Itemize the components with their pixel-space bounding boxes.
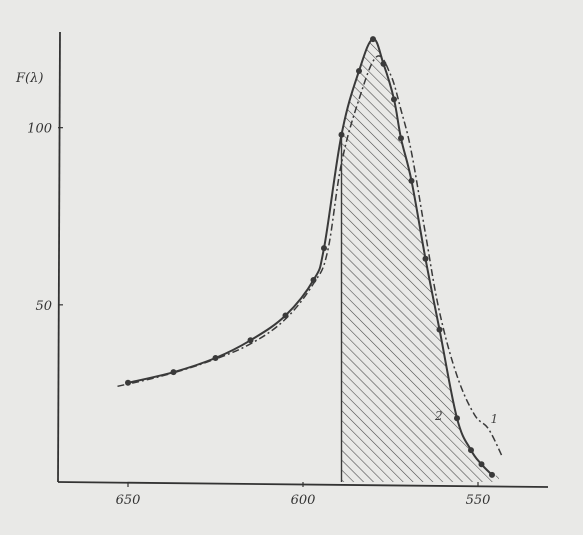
series-2-point [454,415,460,422]
series-lines [117,38,504,476]
x-tick-label: 550 [466,493,491,508]
series-2-point [282,312,289,319]
y-axis-title: F(λ) [15,71,43,86]
series-2-line [127,38,493,476]
y-axis-line [57,31,61,483]
series-2-point [478,461,485,468]
series-2-point [356,67,362,74]
tick-marks [58,127,479,487]
series-2-point [125,379,131,386]
axes [57,31,549,488]
series-2-point [338,131,345,138]
text-labels: F(λ) 650 600 550 50 100 1 2 [15,71,498,508]
series-2-point [398,135,404,142]
series-2-point [380,60,387,67]
series-2-point [422,255,429,262]
y-tick-label: 50 [35,299,52,314]
x-tick-label: 650 [116,493,141,508]
y-tick-label: 100 [27,122,52,137]
curve-label-1: 1 [491,412,499,426]
series-2-point [310,277,317,284]
series-2-point [370,36,376,43]
series-2-point [436,326,443,333]
series-2-point [247,337,254,344]
hatched-area [341,39,499,483]
series-2-point [408,177,415,184]
series-2-point [391,96,397,103]
shaded-region [340,39,499,483]
x-tick-label: 600 [291,493,316,508]
curve-label-2: 2 [434,409,443,423]
series-2-point [321,245,327,252]
series-2-point [468,447,474,454]
data-points [125,36,495,478]
series-1-line [117,55,504,458]
series-2-point [212,354,219,361]
series-2-point [170,369,177,376]
series-2-point [489,471,495,478]
